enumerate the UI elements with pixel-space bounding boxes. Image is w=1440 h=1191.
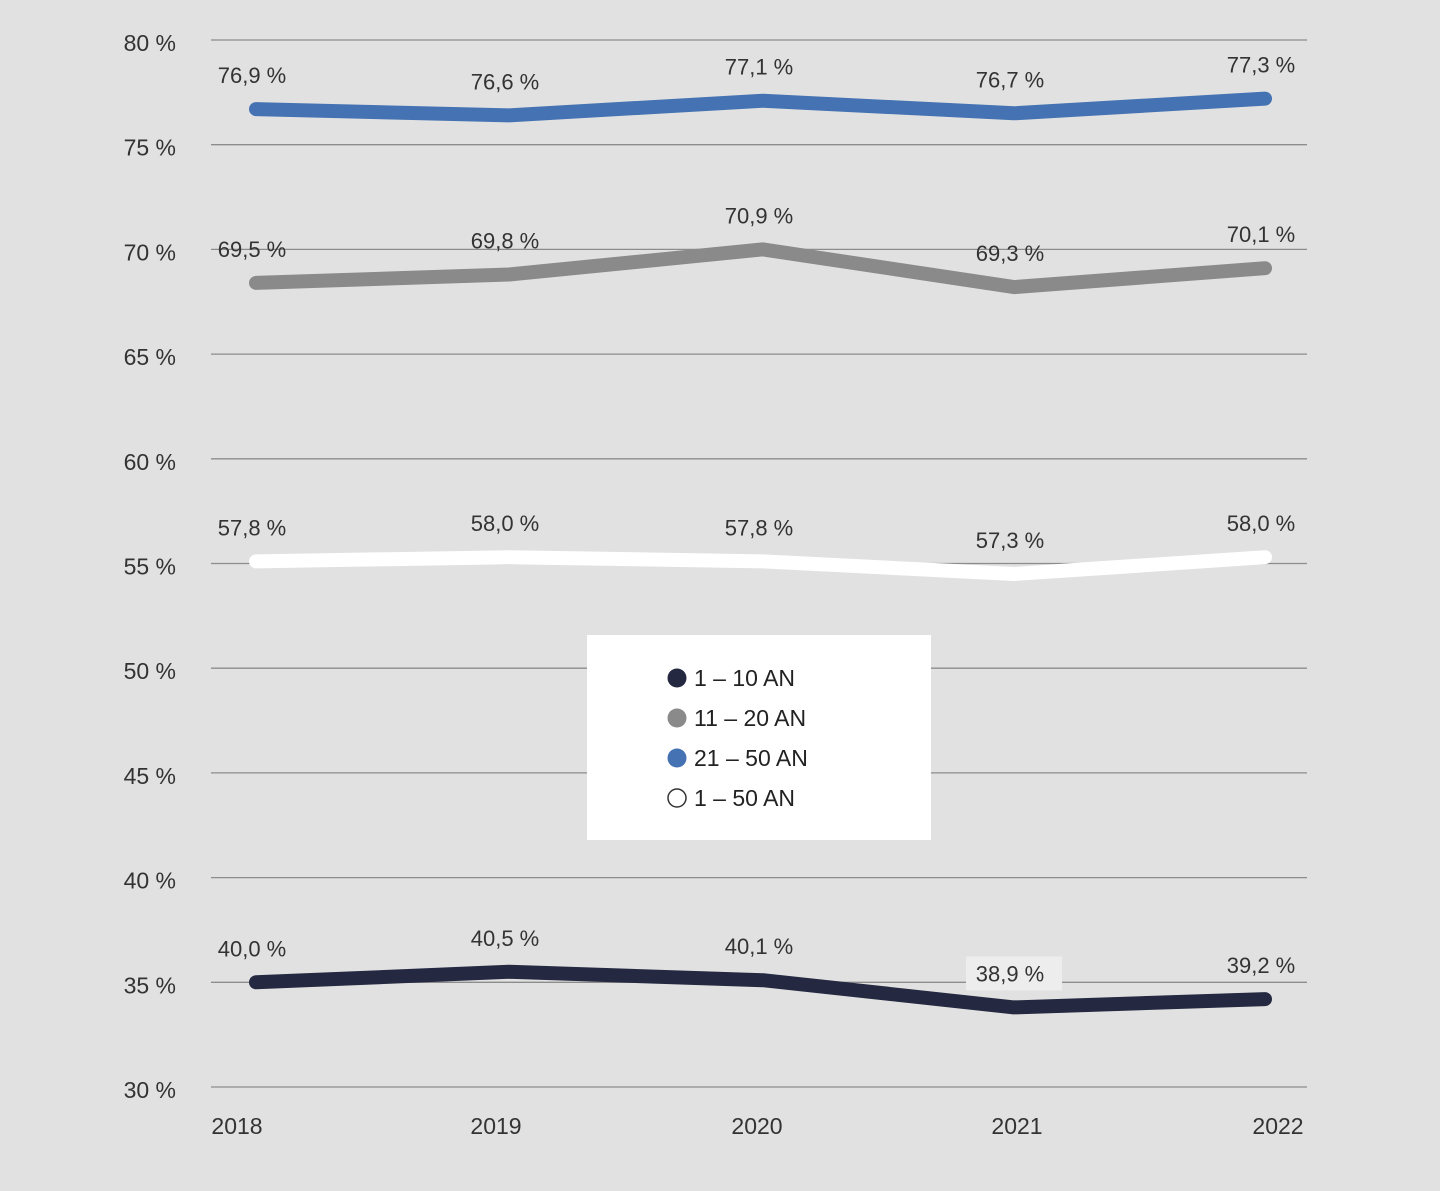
y-tick-label: 80 % <box>124 30 176 56</box>
x-axis: 2018 2019 2020 2021 2022 <box>211 1113 1303 1139</box>
data-label: 57,8 % <box>725 515 794 540</box>
data-label: 40,5 % <box>471 926 540 951</box>
data-label: 69,3 % <box>976 241 1045 266</box>
legend-entry-label: 1 – 10 AN <box>694 665 795 691</box>
data-label: 70,1 % <box>1227 222 1296 247</box>
data-label: 40,0 % <box>218 936 287 961</box>
data-label: 76,7 % <box>976 67 1045 92</box>
x-tick-label: 2018 <box>211 1113 262 1139</box>
y-tick-label: 30 % <box>124 1077 176 1103</box>
y-tick-label: 40 % <box>124 868 176 894</box>
legend-marker <box>667 788 687 808</box>
y-tick-label: 65 % <box>124 344 176 370</box>
data-label: 39,2 % <box>1227 953 1296 978</box>
y-tick-label: 35 % <box>124 972 176 998</box>
data-label: 76,9 % <box>218 63 287 88</box>
x-tick-label: 2019 <box>470 1113 521 1139</box>
legend-entry-label: 1 – 50 AN <box>694 785 795 811</box>
legend-entry-label: 11 – 20 AN <box>694 705 806 731</box>
data-label-background <box>966 956 1062 991</box>
y-axis: 30 % 35 % 40 % 45 % 50 % 55 % 60 % 65 % 70 % 75 %… <box>124 30 176 1103</box>
data-label: 76,6 % <box>471 69 540 94</box>
legend: 1 – 10 AN 11 – 20 AN 21 – 50 AN 1 – 50 AN <box>587 635 931 840</box>
y-tick-label: 60 % <box>124 449 176 475</box>
x-tick-label: 2020 <box>731 1113 782 1139</box>
series-line <box>249 242 1272 295</box>
data-label: 69,5 % <box>218 237 287 262</box>
legend-marker <box>667 708 687 728</box>
series-line <box>249 964 1272 1015</box>
data-label: 77,1 % <box>725 55 794 80</box>
series-line <box>249 550 1272 581</box>
x-tick-label: 2022 <box>1252 1113 1303 1139</box>
data-label: 77,3 % <box>1227 53 1296 78</box>
data-label: 57,8 % <box>218 515 287 540</box>
legend-box <box>587 635 931 840</box>
data-label: 40,1 % <box>725 934 794 959</box>
data-label: 69,8 % <box>471 229 540 254</box>
data-label: 57,3 % <box>976 528 1045 553</box>
series-lines <box>249 91 1272 1015</box>
legend-entry-label: 21 – 50 AN <box>694 745 808 771</box>
y-tick-label: 75 % <box>124 135 176 161</box>
legend-marker <box>667 748 687 768</box>
y-tick-label: 70 % <box>124 239 176 265</box>
y-tick-label: 45 % <box>124 763 176 789</box>
series-line <box>249 91 1272 123</box>
legend-marker <box>667 668 687 688</box>
y-tick-label: 55 % <box>124 554 176 580</box>
data-label: 58,0 % <box>1227 511 1296 536</box>
data-labels: 76,9 % 76,6 % 77,1 % 76,7 % 77,3 % 69,5 % 69,8… <box>218 53 1296 991</box>
data-label: 38,9 % <box>976 961 1045 986</box>
data-label: 58,0 % <box>471 511 540 536</box>
y-tick-label: 50 % <box>124 658 176 684</box>
x-tick-label: 2021 <box>991 1113 1042 1139</box>
data-label: 70,9 % <box>725 203 794 228</box>
